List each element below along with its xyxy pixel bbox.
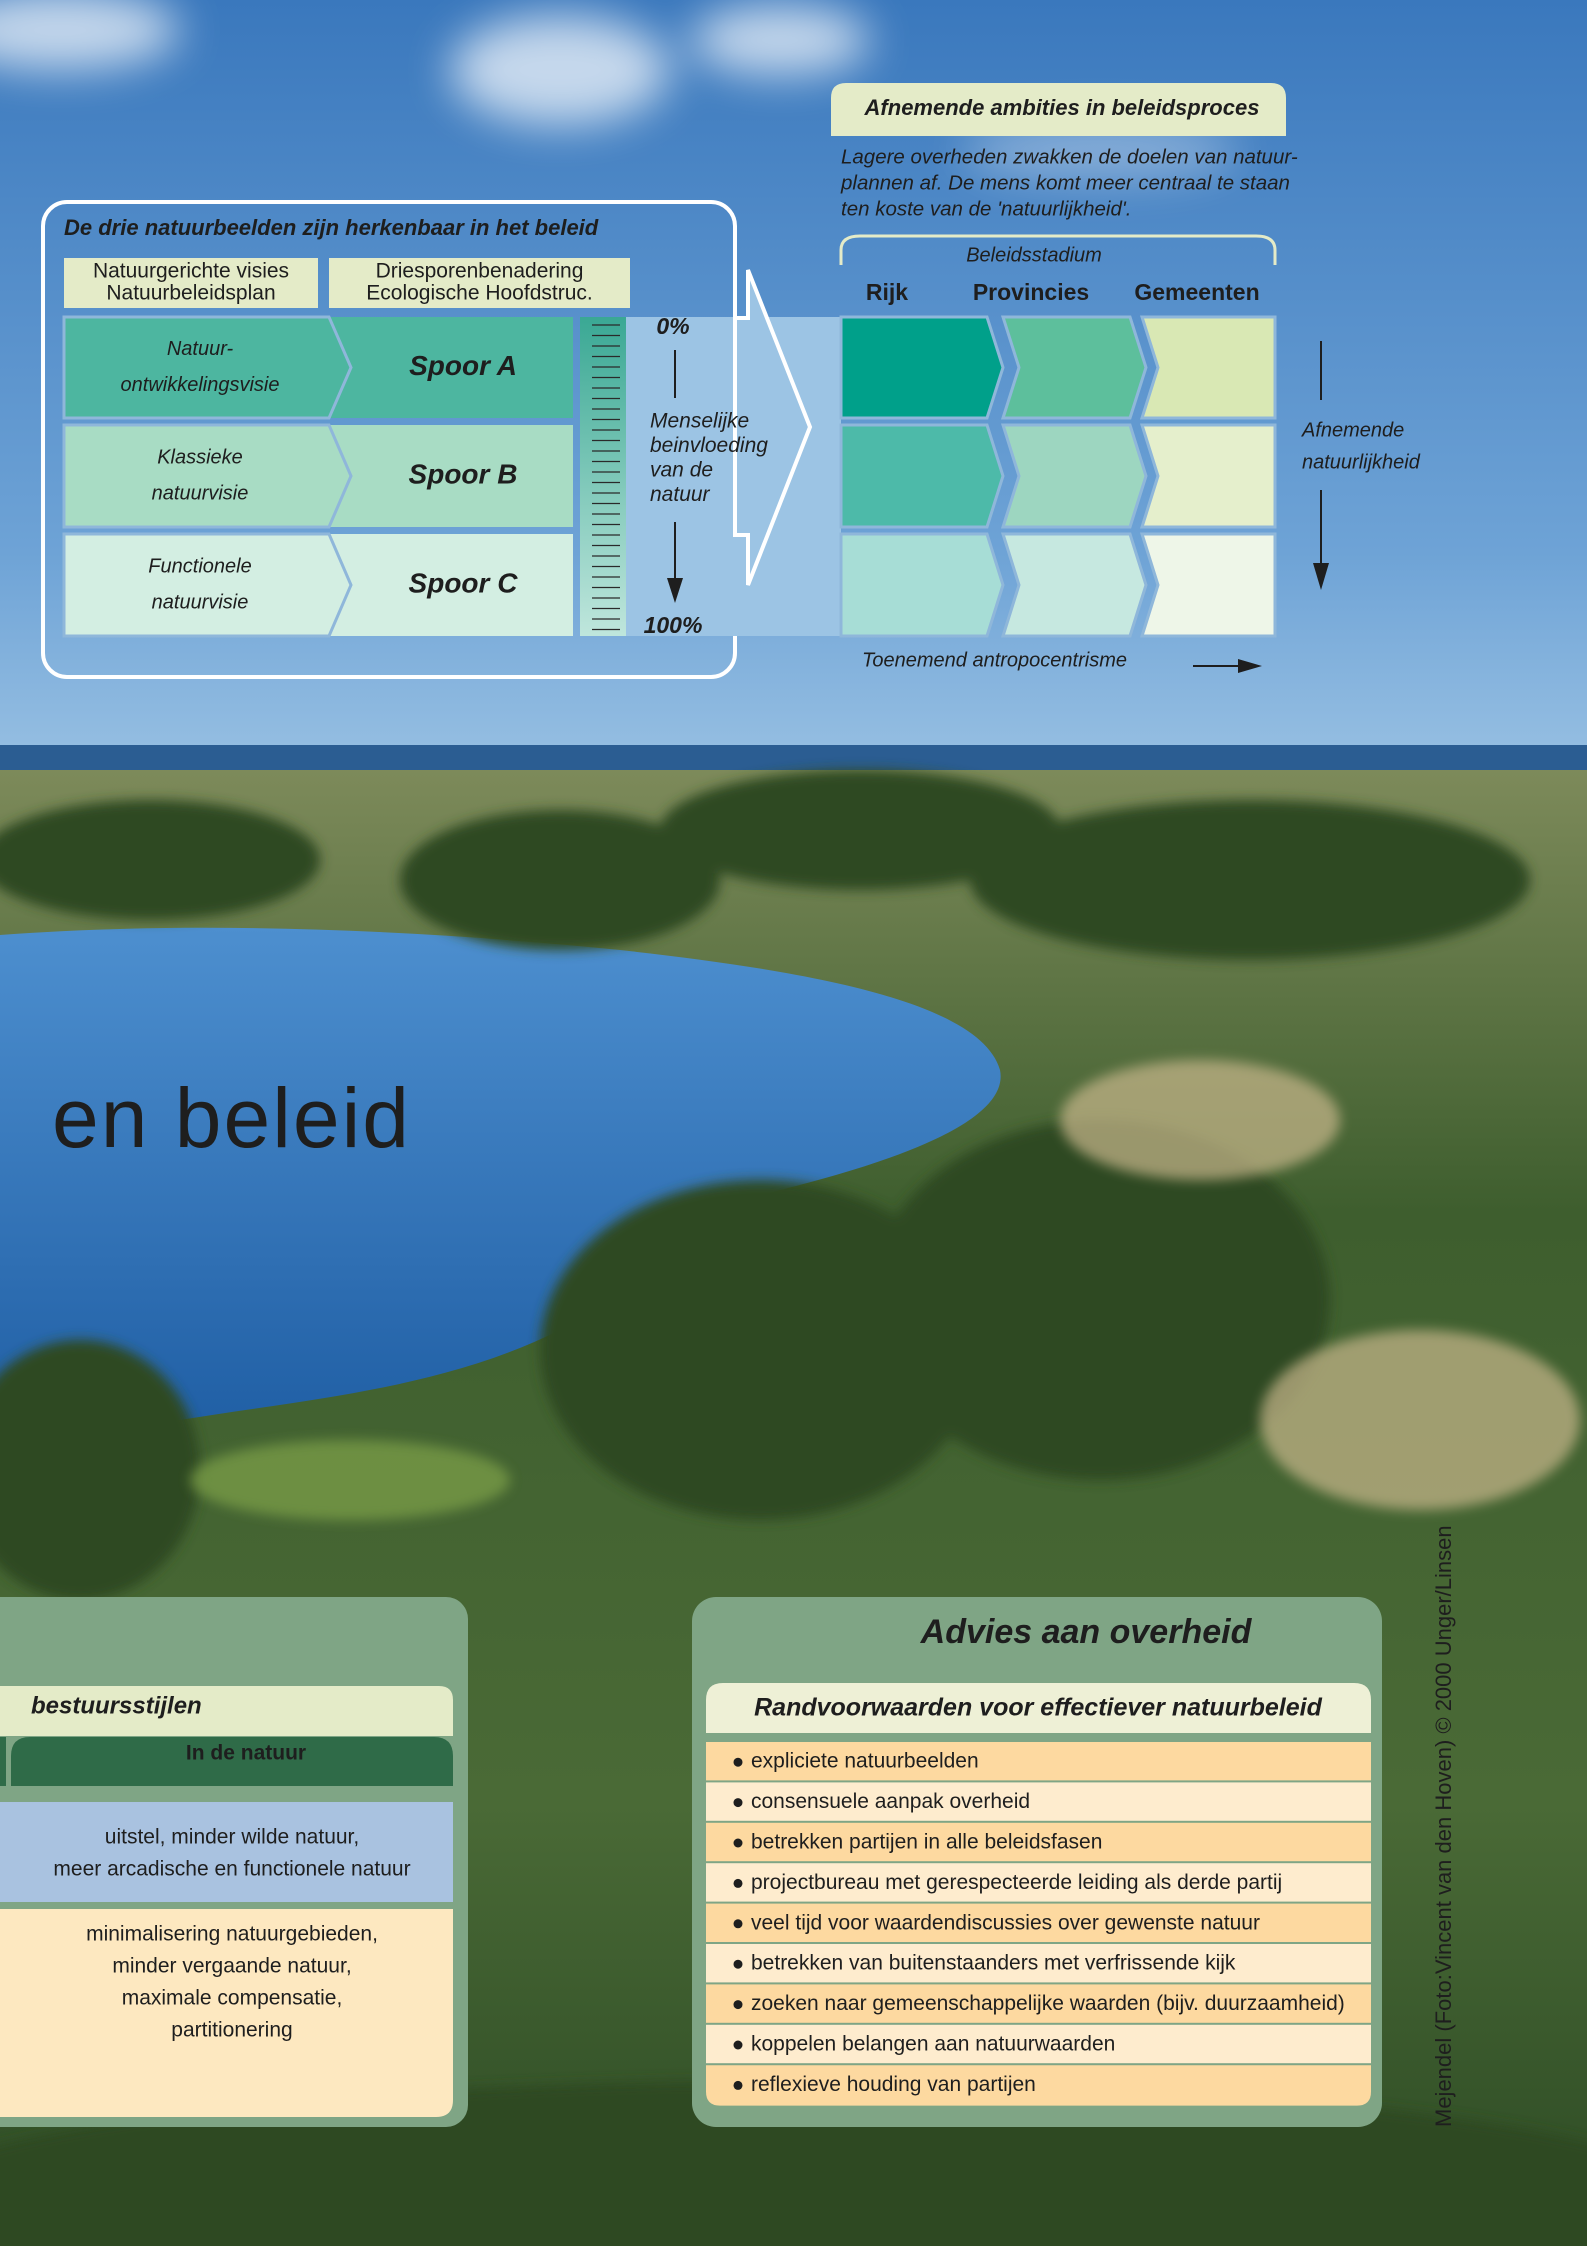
track-label: Spoor C [409,567,519,598]
stage-cell [841,317,1003,418]
photo-credit: Mejendel (Foto:Vincent van den Hoven) © … [1431,1525,1456,2127]
vision-label: natuurvisie [152,591,249,613]
scale-label: van de [650,459,713,482]
styles-cell: uitstel, minder wilde natuur, [105,1826,359,1849]
bullet [734,2000,743,2009]
advice-item: reflexieve houding van partijen [751,2073,1036,2096]
stage-label: Beleidsstadium [966,244,1102,266]
styles-subtitle: bestuursstijlen [31,1692,202,1719]
advice-item: consensuele aanpak overheid [751,1790,1030,1813]
vision-cell [64,534,351,636]
styles-cell: meer arcadische en functionele natuur [53,1858,410,1881]
bullet [734,1839,743,1848]
styles-cell: maximale compensatie, [122,1987,343,2010]
stage-column: Rijk [866,279,908,305]
column-header: Ecologische Hoofdstruc. [366,282,592,305]
page: { "diagram": { "title": "De drie natuurb… [0,0,1587,2246]
bullet [734,1879,743,1888]
vision-label: ontwikkelingsvisie [121,374,280,396]
advice-item: betrekken partijen in alle beleidsfasen [751,1831,1102,1854]
stage-column: Provincies [973,279,1089,305]
track-label: Spoor B [409,458,518,489]
styles-panel: bestuursstijlen In de natuur uitstel, mind… [0,1597,468,2127]
policy-title: Afnemende ambities in beleidsproces [864,95,1260,120]
stage-cell [841,425,1003,527]
styles-cell: minder vergaande natuur, [112,1955,351,1978]
scale-label: natuur [650,483,711,506]
advice-item: zoeken naar gemeenschappelijke waarden (… [751,1992,1345,2015]
advice-panel: Advies aan overheid Randvoorwaarden voor … [692,1597,1382,2127]
bullet [734,2041,743,2050]
advice-title: Advies aan overheid [920,1613,1253,1651]
advice-item: betrekken van buitenstaanders met verfri… [751,1952,1236,1975]
stage-cell [1142,317,1275,418]
bullet [734,1798,743,1807]
page-heading: en beleid [52,1071,411,1165]
vision-label: Klassieke [157,446,243,468]
track-label: Spoor A [409,350,517,381]
advice-item: expliciete natuurbeelden [751,1750,979,1773]
advice-item: projectbureau met gerespecteerde leiding… [751,1871,1282,1894]
scale-label: beinvloeding [650,434,768,457]
column-header: Natuurbeleidsplan [106,282,275,305]
advice-item: koppelen belangen aan natuurwaarden [751,2033,1115,2056]
styles-cell: minimalisering natuurgebieden, [86,1923,378,1946]
column-header: Natuurgerichte visies [93,260,289,283]
scale-label: Menselijke [650,410,749,433]
stage-cell [1142,534,1275,636]
advice-item: veel tijd voor waardendiscussies over ge… [751,1911,1260,1934]
scale-bottom: 100% [644,612,703,638]
bullet [734,2081,743,2090]
vision-cell [64,425,351,527]
vision-cell [64,317,351,418]
stage-column: Gemeenten [1134,279,1259,305]
page-canvas: De drie natuurbeelden zijn herkenbaar in… [0,0,1587,2246]
horizontal-label: Toenemend antropocentrisme [862,649,1127,671]
stage-cell [1003,425,1146,527]
styles-column: In de natuur [186,1742,306,1765]
column-header: Driesporenbenadering [376,260,584,283]
ruler [580,317,626,636]
scale-top: 0% [656,313,689,339]
vertical-label: natuurlijkheid [1302,451,1421,473]
policy-description: ten koste van de 'natuurlijkheid'. [841,197,1131,220]
bullet [734,1758,743,1767]
vision-label: Natuur- [167,338,234,360]
stage-cell [1003,317,1146,418]
policy-description: Lagere overheden zwakken de doelen van n… [841,145,1298,168]
styles-cell: partitionering [171,2019,292,2042]
diagram-title: De drie natuurbeelden zijn herkenbaar in… [64,215,599,240]
bullet [734,1919,743,1928]
vision-label: natuurvisie [152,482,249,504]
vertical-label: Afnemende [1301,419,1404,441]
stage-cell [1003,534,1146,636]
stage-cell [841,534,1003,636]
policy-description: plannen af. De mens komt meer centraal t… [840,171,1290,194]
advice-subtitle: Randvoorwaarden voor effectiever natuurb… [754,1694,1322,1722]
stage-cell [1142,425,1275,527]
vision-label: Functionele [148,555,251,577]
bullet [734,1960,743,1969]
